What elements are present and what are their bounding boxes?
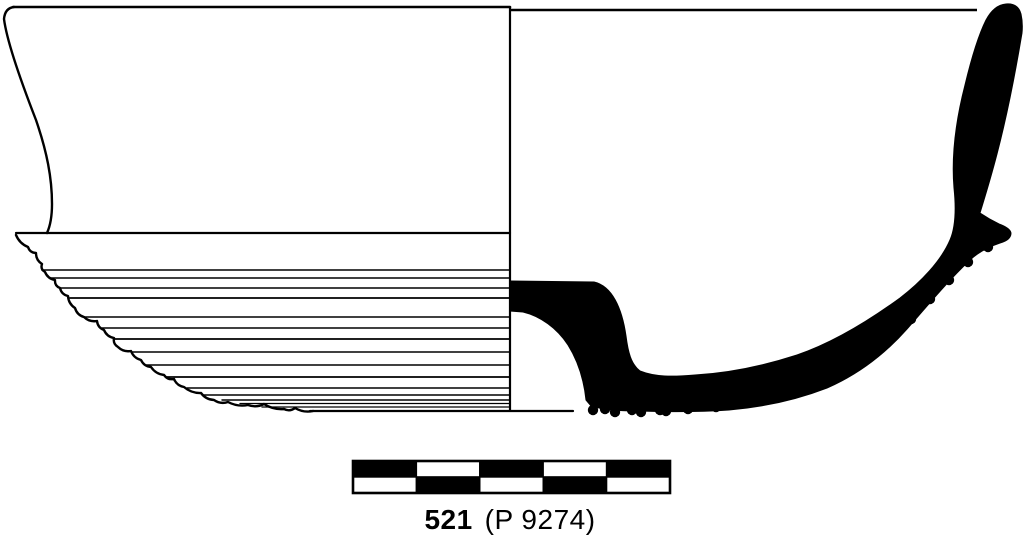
left-wall-contour [2, 5, 54, 235]
scale-bar-cell [542, 460, 608, 478]
scale-bar-cell [479, 460, 544, 478]
section-ridge-bump [792, 385, 804, 397]
scale-bar-cell [352, 476, 418, 494]
section-ridge-bump [843, 363, 855, 375]
vessel-section-half [509, 3, 1023, 418]
figure-caption: 521 (P 9274) [424, 504, 595, 535]
section-ridge-bumps [587, 241, 994, 418]
registration-number: (P 9274) [485, 504, 596, 535]
section-ridge-bump [765, 392, 777, 404]
section-ridge-bump [599, 403, 611, 415]
section-ridge-bump [818, 375, 830, 387]
ribbed-body-contour [14, 233, 315, 413]
scale-bar-border [351, 459, 672, 495]
scale-bar-cell [352, 460, 418, 478]
section-ridge-bump [905, 313, 917, 325]
section-ridge-bump [738, 397, 750, 409]
vessel-section-silhouette [509, 3, 1023, 413]
section-ridge-bump [626, 404, 638, 416]
section-ridge-bump [587, 404, 599, 416]
scale-bar-cell [479, 476, 544, 494]
vessel-left-outline [2, 5, 575, 413]
section-ridge-bump [943, 274, 955, 286]
scale-bar [352, 460, 671, 494]
section-ridge-bump [635, 406, 647, 418]
scale-bar-cell [542, 476, 608, 494]
section-ridge-bump [609, 406, 621, 418]
ridge-lines [14, 231, 512, 408]
section-ridge-bump [710, 401, 722, 413]
scale-bar-cell [605, 476, 671, 494]
catalog-number: 521 [424, 504, 472, 535]
section-ridge-bump [887, 330, 899, 342]
scale-bar-cell [415, 460, 481, 478]
section-ridge-bump [660, 405, 672, 417]
scale-bar-cell [605, 460, 671, 478]
section-ridge-bump [982, 241, 994, 253]
scale-bar-cell [415, 476, 481, 494]
section-ridge-bump [962, 256, 974, 268]
section-ridge-bump [866, 348, 878, 360]
section-ridge-bump [924, 293, 936, 305]
section-ridge-bump [682, 403, 694, 415]
